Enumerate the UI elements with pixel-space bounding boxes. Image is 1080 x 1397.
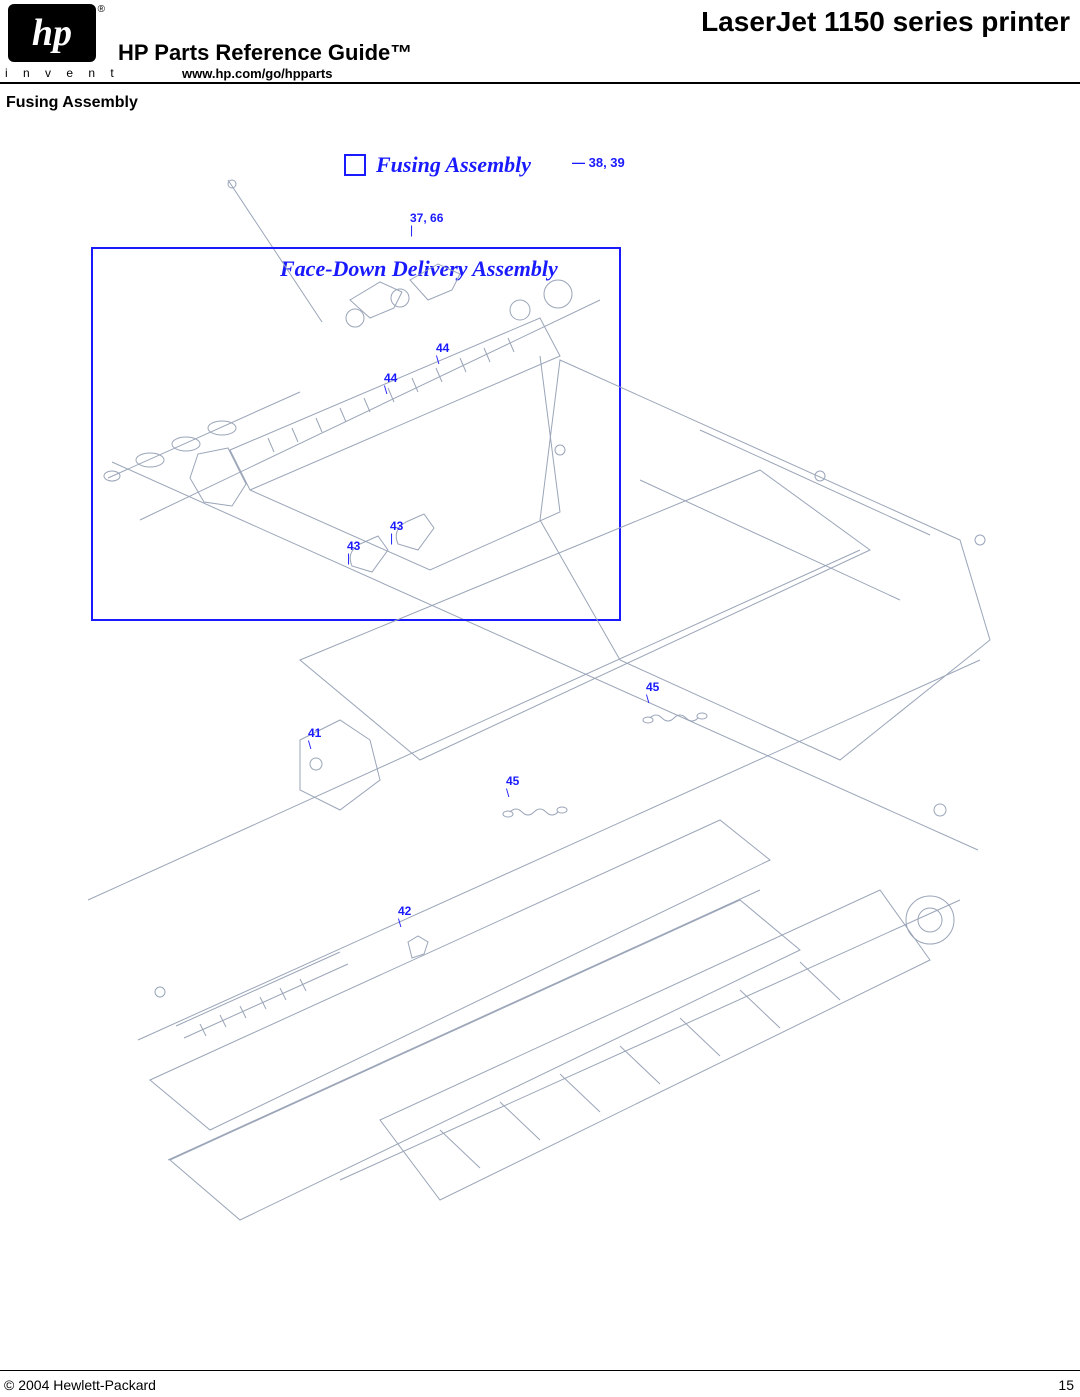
footer-copyright: © 2004 Hewlett-Packard: [4, 1377, 156, 1393]
delivery-assembly-internals: [104, 264, 572, 572]
callout-c-43-b: 43|: [347, 540, 360, 564]
hp-logo-tagline: i n v e n t: [5, 66, 99, 80]
spring-45b: [503, 807, 567, 817]
callout-tick: \: [384, 384, 397, 396]
callout-text: 37, 66: [410, 211, 443, 225]
registered-mark: ®: [98, 4, 105, 15]
callout-tick: \: [436, 354, 449, 366]
header-rule: [0, 82, 1080, 84]
footer-page-number: 15: [1058, 1377, 1074, 1393]
callout-tick: |: [347, 552, 360, 564]
hp-logo-box: hp: [8, 4, 96, 62]
callout-c-45-a: 45\: [646, 681, 659, 705]
callout-tick: |: [410, 224, 443, 236]
callout-c-37-66: 37, 66|: [410, 212, 443, 236]
exploded-diagram-svg: [0, 120, 1080, 1320]
hp-logo: hp ® i n v e n t: [5, 4, 99, 84]
callout-c-44-b: 44\: [384, 372, 397, 396]
callout-c-42: 42\: [398, 905, 411, 929]
callout-tick: \: [398, 917, 411, 929]
product-title: LaserJet 1150 series printer: [701, 6, 1070, 38]
callout-tick: |: [390, 532, 403, 544]
callout-tick: \: [506, 787, 519, 799]
callout-c-45-b: 45\: [506, 775, 519, 799]
guide-url: www.hp.com/go/hpparts: [182, 66, 332, 81]
callout-c-41: 41\: [308, 727, 321, 751]
callout-tick: \: [308, 739, 321, 751]
delivery-assembly-box: [92, 248, 620, 620]
section-title: Fusing Assembly: [6, 94, 138, 112]
callout-tick: \: [646, 693, 659, 705]
callout-c-44-a: 44\: [436, 342, 449, 366]
guide-title: HP Parts Reference Guide™: [118, 40, 412, 66]
footer-rule: [0, 1370, 1080, 1371]
exploded-diagram: Fusing Assembly — 38, 39 Face-Down Deliv…: [0, 120, 1080, 1320]
axis-guide-lines: [88, 180, 980, 1180]
hp-logo-letters: hp: [32, 14, 72, 52]
callout-c-43-a: 43|: [390, 520, 403, 544]
fuser-chassis: [150, 180, 990, 1220]
